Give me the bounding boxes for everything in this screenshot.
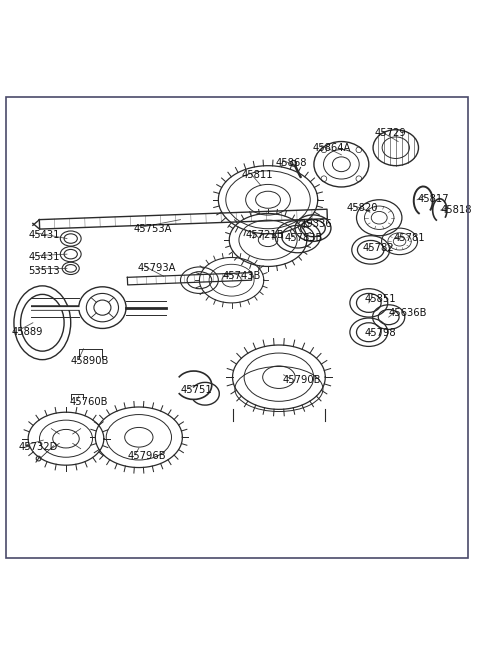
Text: 45851: 45851: [365, 294, 396, 304]
Text: 19336: 19336: [301, 219, 333, 229]
Text: 45811: 45811: [242, 170, 274, 180]
Text: 45798: 45798: [365, 328, 396, 338]
Text: 45790B: 45790B: [282, 375, 321, 386]
Text: 45743B: 45743B: [222, 271, 261, 282]
Text: 45431: 45431: [28, 252, 60, 263]
Text: 45783B: 45783B: [285, 233, 323, 242]
Text: 45751: 45751: [180, 385, 212, 395]
Text: 45864A: 45864A: [313, 143, 351, 153]
Text: 45729: 45729: [374, 128, 406, 138]
Text: 45636B: 45636B: [389, 309, 427, 318]
Text: 45732D: 45732D: [19, 441, 58, 452]
Text: 45431: 45431: [28, 231, 60, 240]
Text: 45890B: 45890B: [71, 356, 109, 365]
Text: 45868: 45868: [275, 158, 307, 168]
Text: 45782: 45782: [363, 243, 394, 253]
Text: 45760B: 45760B: [69, 398, 108, 407]
Text: 45817: 45817: [417, 194, 449, 204]
Text: 45753A: 45753A: [133, 224, 172, 234]
Text: 45721B: 45721B: [246, 230, 285, 240]
Text: 45781: 45781: [394, 233, 425, 242]
Text: 53513: 53513: [28, 266, 60, 276]
Text: 45889: 45889: [11, 328, 43, 337]
Text: 45818: 45818: [441, 205, 472, 215]
Text: 45796B: 45796B: [128, 451, 166, 461]
Text: 45820: 45820: [346, 203, 378, 214]
Text: 45793A: 45793A: [138, 263, 177, 273]
